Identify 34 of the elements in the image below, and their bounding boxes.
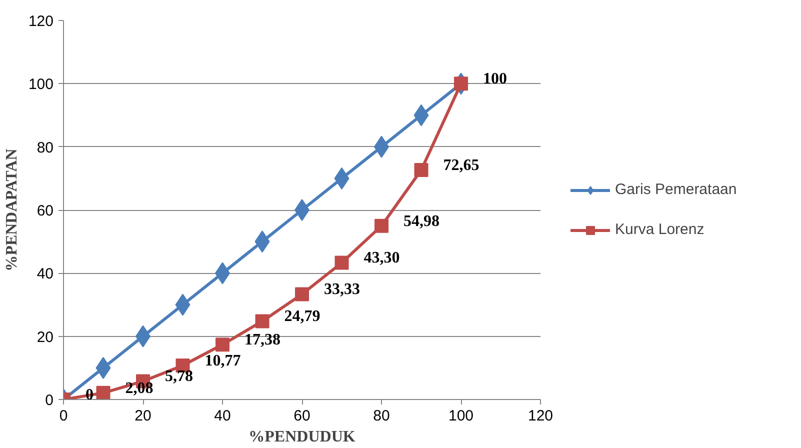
x-tick-label: 60 (294, 408, 310, 424)
x-tick-label: 0 (59, 408, 68, 424)
x-axis-title: %PENDUDUK (248, 428, 356, 446)
y-tick-label: 40 (36, 266, 54, 283)
y-tick-label: 0 (45, 392, 54, 409)
point (414, 163, 428, 178)
point (255, 314, 270, 328)
point (374, 218, 388, 233)
y-axis-title: %PENDAPATAN (3, 148, 20, 272)
y-tick-label: 80 (36, 139, 54, 156)
data-label: 33,33 (324, 281, 360, 298)
data-label: 100 (483, 70, 507, 88)
x-tick-label: 80 (373, 408, 390, 424)
legend-label: Garis Pemerataan (615, 181, 737, 198)
y-tick-label: 100 (28, 76, 54, 94)
point (216, 338, 230, 352)
x-tick-label: 100 (448, 408, 474, 424)
data-label: 24,79 (284, 308, 320, 326)
data-label: 17,38 (244, 332, 280, 349)
point (96, 386, 110, 400)
x-tick-label: 40 (214, 408, 231, 424)
x-tick-label: 120 (528, 408, 554, 424)
point (295, 287, 309, 302)
x-tick-label: 20 (134, 408, 152, 424)
y-tick-label: 120 (28, 13, 54, 30)
legend-label: Kurva Lorenz (615, 221, 704, 238)
data-label: 43,30 (364, 250, 400, 267)
point (334, 256, 349, 270)
data-label: 5,78 (165, 368, 193, 386)
data-label: 54,98 (404, 212, 440, 230)
data-label: 10,77 (204, 352, 241, 370)
data-label: 72,65 (443, 157, 480, 174)
y-tick-label: 60 (36, 202, 54, 220)
y-tick-label: 20 (36, 328, 54, 346)
